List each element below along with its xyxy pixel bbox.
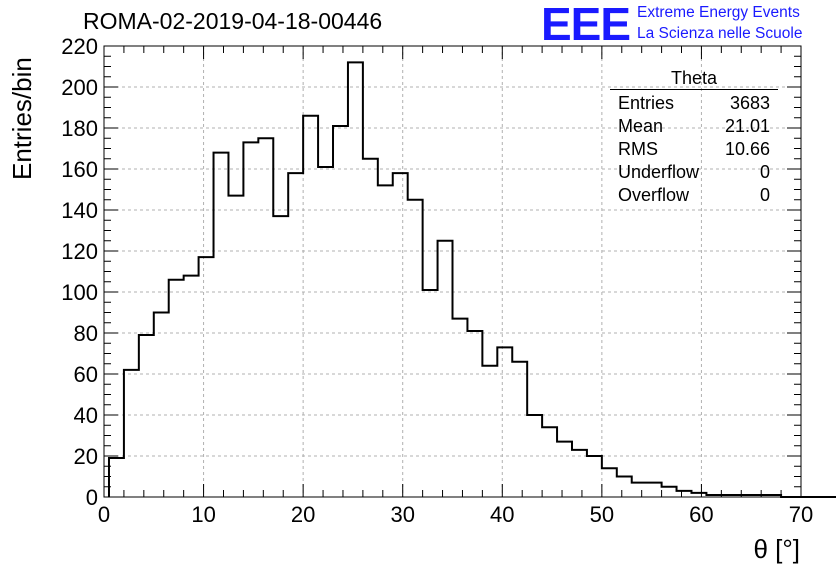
stats-value: 21.01 [724, 116, 770, 136]
stats-label: Overflow [618, 185, 690, 205]
stats-label: Entries [618, 93, 675, 113]
y-tick-label: 180 [61, 116, 98, 141]
x-tick-label: 30 [390, 502, 414, 527]
y-tick-label: 80 [74, 321, 98, 346]
y-tick-label: 220 [61, 34, 98, 59]
stats-value: 0 [759, 185, 770, 205]
stats-value: 3683 [729, 93, 770, 113]
y-axis-label: Entries/bin [7, 57, 37, 180]
histogram-line [107, 61, 836, 498]
y-tick-label: 160 [61, 157, 98, 182]
y-tick-label: 20 [74, 444, 98, 469]
tick-labels: 0 10 20 30 40 50 60 70 0 20 40 60 80 100 120 140 160 180 2… [61, 34, 813, 527]
stats-box: Theta Entries 3683 Mean 21.01 RMS 10.66 … [610, 68, 778, 207]
y-tick-label: 140 [61, 198, 98, 223]
y-tick-label: 0 [86, 485, 98, 510]
stats-value: 0 [759, 162, 770, 182]
y-tick-label: 60 [74, 362, 98, 387]
stats-value: 10.66 [724, 139, 770, 159]
stats-label: RMS [618, 139, 658, 159]
y-tick-label: 40 [74, 403, 98, 428]
stats-row-rms: RMS 10.66 [610, 138, 778, 161]
x-tick-label: 10 [191, 502, 215, 527]
x-tick-label: 70 [789, 502, 813, 527]
eee-logo: EEE [541, 0, 631, 50]
stats-row-entries: Entries 3683 [610, 92, 778, 115]
y-tick-label: 120 [61, 239, 98, 264]
stats-label: Underflow [618, 162, 700, 182]
stats-row-underflow: Underflow 0 [610, 161, 778, 184]
x-axis-label: θ [°] [753, 534, 800, 564]
stats-row-overflow: Overflow 0 [610, 184, 778, 207]
stats-label: Mean [618, 116, 664, 136]
y-tick-label: 200 [61, 75, 98, 100]
stats-row-mean: Mean 21.01 [610, 115, 778, 138]
axis-ticks [103, 45, 802, 498]
logo-line-1: Extreme Energy Events [637, 4, 800, 21]
y-tick-label: 100 [61, 280, 98, 305]
logo-line-2: La Scienza nelle Scuole [637, 25, 803, 42]
x-tick-label: 40 [490, 502, 514, 527]
stats-title: Theta [610, 68, 778, 90]
chart-title: ROMA-02-2019-04-18-00446 [83, 8, 383, 34]
x-tick-label: 60 [689, 502, 713, 527]
x-tick-label: 0 [98, 502, 110, 527]
x-tick-label: 20 [291, 502, 315, 527]
x-tick-label: 50 [590, 502, 614, 527]
